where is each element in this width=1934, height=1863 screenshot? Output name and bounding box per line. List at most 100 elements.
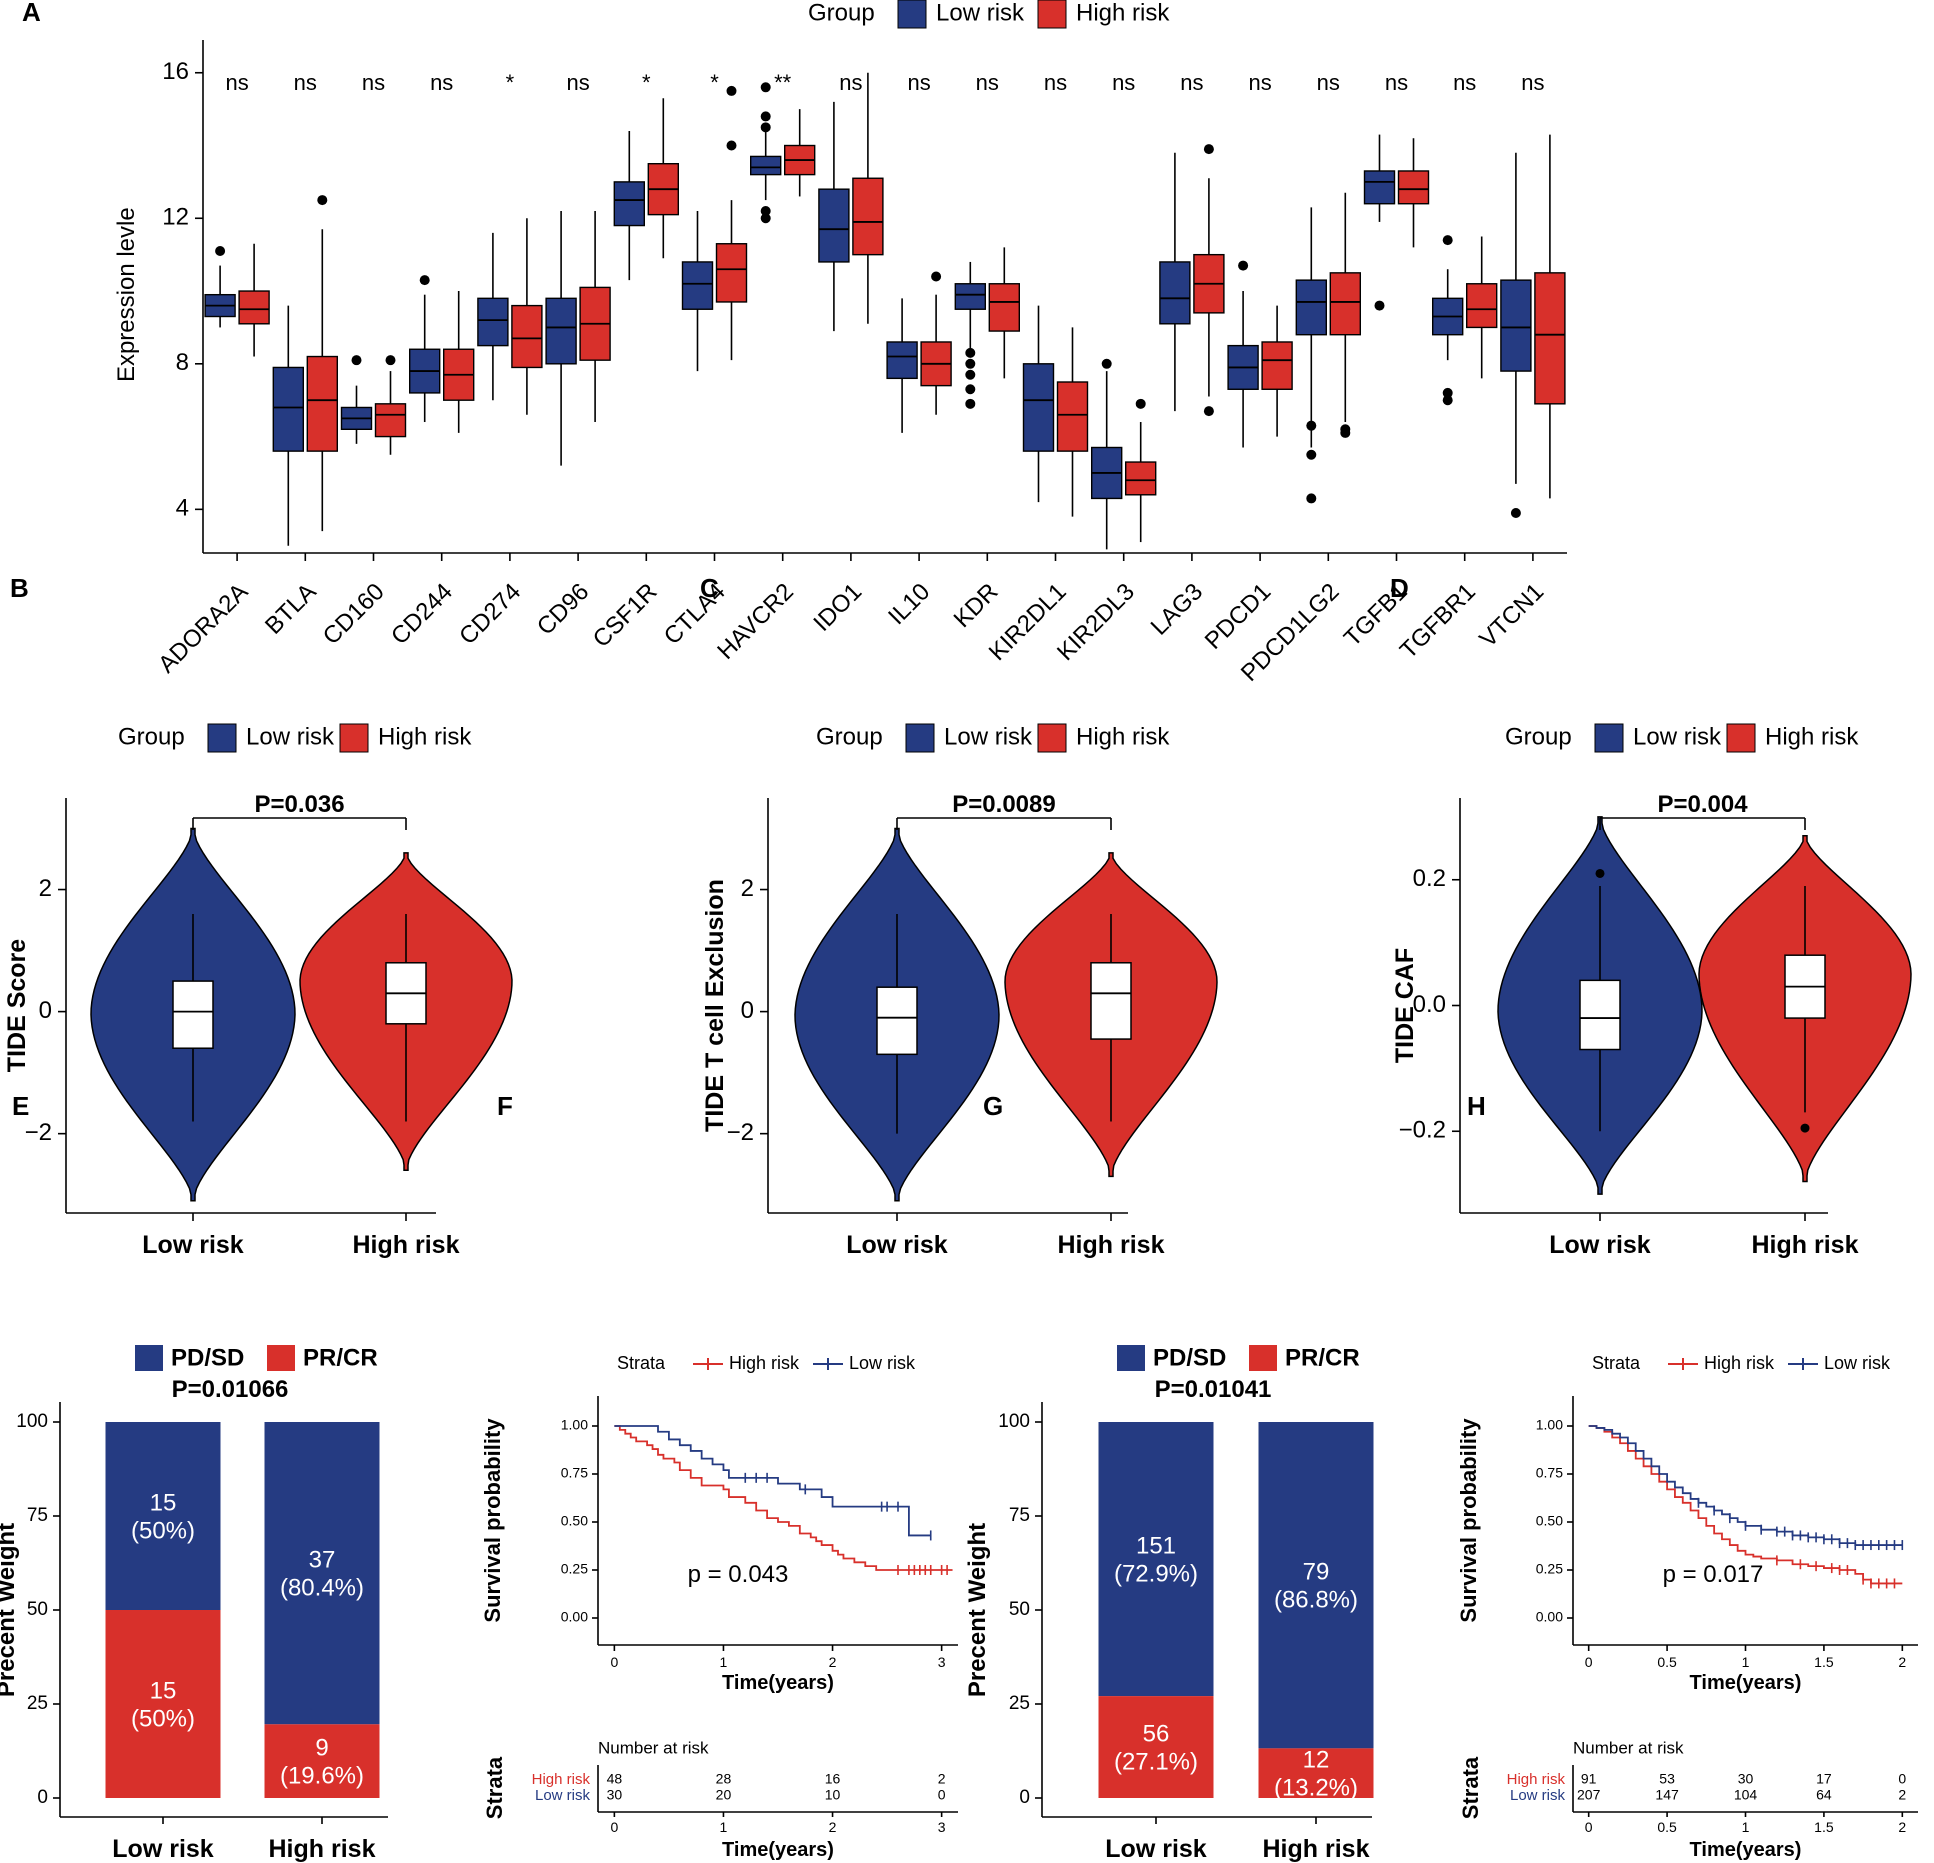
d-box [1579,979,1621,1051]
h-legend-label-low: Low risk [1824,1353,1891,1373]
b-x-tick-label: High risk [353,1231,460,1259]
a-significance-label: ns [976,70,999,95]
a-outlier-point [726,140,737,151]
h-risk-value: 64 [1816,1787,1832,1803]
e-bar-pdsd [105,1422,221,1610]
g-y-tick-label: 0 [1019,1787,1030,1808]
a-box-low-risk [1159,261,1191,325]
f-x-tick-label: 3 [938,1654,946,1670]
e-bar-prcr [105,1610,221,1798]
g-bar-count-prcr: 12 [1303,1747,1330,1774]
f-y-tick-label: 0.25 [561,1561,588,1577]
legend-b-key-low [207,723,237,753]
legend-d-label-low: Low risk [1633,723,1722,750]
h-y-tick-label: 0.25 [1536,1561,1563,1577]
a-box-low-risk [1500,279,1532,372]
f-y-tick-label: 0.00 [561,1609,588,1625]
legend-a-key-high [1037,0,1067,29]
a-box-high-risk [1397,170,1430,205]
a-box-high-risk [1465,283,1498,329]
a-significance-label: ns [1453,70,1476,95]
a-box-low-risk [545,297,577,365]
h-risk-table-strata-label: Strata [1458,1756,1483,1819]
e-bar-count-pdsd: 15 [150,1489,177,1516]
g-legend-key-prcr [1249,1345,1277,1371]
h-risk-x-axis-title: Time(years) [1690,1839,1802,1861]
a-y-tick-label: 4 [176,495,189,522]
f-risk-row-label: High risk [532,1771,591,1788]
legend-c-label-high: High risk [1076,723,1170,750]
a-outlier-point [317,195,328,206]
panel-label-d: D [1390,573,1409,603]
legend-d-label-high: High risk [1765,723,1859,750]
c-y-axis-title: TIDE T cell Exclusion [701,879,729,1132]
e-y-tick-label: 0 [37,1787,48,1808]
a-outlier-point [760,206,771,216]
h-risk-value: 30 [1738,1771,1754,1787]
a-outlier-point [1101,358,1112,369]
g-bar-percent-prcr: (13.2%) [1274,1775,1358,1802]
e-y-tick-label: 50 [27,1599,48,1620]
f-risk-x-tick-label: 3 [938,1819,946,1835]
h-p-value: p = 0.017 [1663,1561,1764,1588]
panel-label-e: E [12,1091,29,1121]
f-x-tick-label: 2 [829,1654,837,1670]
b-y-tick-label: −2 [25,1119,52,1146]
a-box-high-risk [988,283,1020,332]
e-y-tick-label: 75 [27,1505,48,1526]
h-y-tick-label: 1.00 [1536,1417,1563,1433]
a-gene-label: HAVCR2 [712,578,799,665]
a-outlier-point [931,271,942,282]
b-p-value: P=0.036 [254,791,344,818]
f-risk-value: 28 [716,1771,732,1787]
a-gene-label: CSF1R [588,578,663,653]
a-box-high-risk [1534,272,1566,405]
h-risk-x-tick-label: 0.5 [1657,1819,1677,1835]
legend-c-key-high [1037,723,1067,753]
h-risk-value: 91 [1581,1771,1597,1787]
a-y-axis-title: Expression levle [113,207,140,382]
a-gene-label: IDO1 [808,578,867,637]
f-risk-x-tick-label: 0 [610,1819,618,1835]
panel-label-c: C [700,573,719,603]
e-bar-percent-pdsd: (80.4%) [280,1574,364,1601]
a-outlier-point [1510,507,1521,518]
a-box-low-risk [886,341,918,380]
g-p-value: P=0.01041 [1155,1376,1272,1403]
h-risk-value: 207 [1577,1787,1601,1803]
g-y-tick-label: 25 [1009,1693,1030,1714]
legend-b-key-high [339,723,369,753]
a-outlier-point [385,355,396,366]
a-outlier-point [1442,387,1453,398]
b-y-axis-title: TIDE Score [3,939,31,1072]
g-bar-percent-prcr: (27.1%) [1114,1748,1198,1775]
e-legend-key-pdsd [135,1345,163,1371]
a-box-low-risk [818,188,850,263]
d-p-value: P=0.004 [1657,791,1748,818]
panel-label-a: A [22,0,41,27]
f-y-axis-title: Survival probability [480,1418,505,1623]
legend-c-key-low [905,723,935,753]
g-legend-label-prcr: PR/CR [1285,1344,1360,1371]
e-x-tick-label: Low risk [112,1835,214,1863]
f-y-tick-label: 1.00 [561,1417,588,1433]
a-significance-label: ns [294,70,317,95]
h-x-tick-label: 2 [1898,1654,1906,1670]
a-box-high-risk [715,243,748,303]
g-bar-count-pdsd: 151 [1136,1532,1176,1559]
g-bar-percent-pdsd: (72.9%) [1114,1560,1198,1587]
g-y-axis-title: Precent Weight [964,1523,991,1697]
c-y-tick-label: −2 [727,1119,754,1146]
legend-b-label-low: Low risk [246,723,335,750]
c-y-tick-label: 2 [741,875,754,902]
a-outlier-point [1306,493,1317,504]
a-outlier-point [351,355,362,366]
h-risk-x-tick-label: 1.5 [1814,1819,1834,1835]
b-y-tick-label: 0 [39,997,52,1024]
g-bar-count-pdsd: 79 [1303,1559,1330,1586]
a-outlier-point [1340,427,1351,438]
d-outlier-point [1800,1123,1810,1133]
g-bar-prcr [1258,1748,1374,1798]
a-gene-label: VTCN1 [1474,578,1549,653]
a-y-tick-label: 8 [176,349,189,376]
